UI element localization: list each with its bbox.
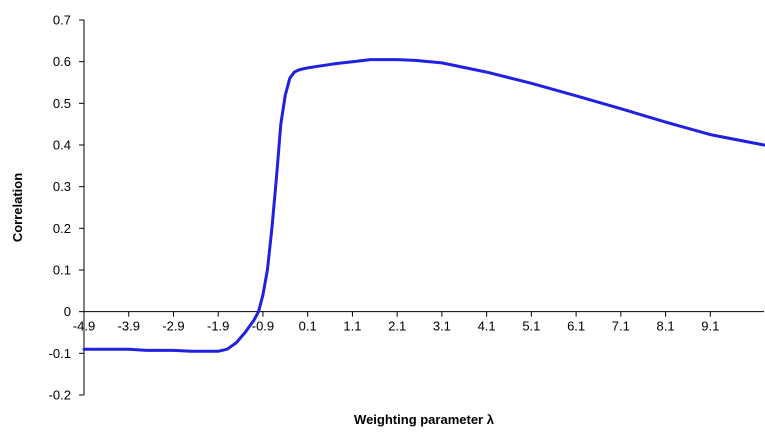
x-tick-label: 5.1	[522, 319, 540, 334]
x-axis-title: Weighting parameter λ	[354, 412, 495, 427]
y-tick-label: 0	[64, 304, 71, 319]
y-axis-ticks: -0.2 -0.1 0 0.1 0.2 0.3 0.4 0.5 0.6 0.7	[49, 13, 84, 403]
series-line	[82, 58, 765, 353]
x-tick-label: -4.9	[73, 319, 95, 334]
y-tick-label: 0.3	[53, 179, 71, 194]
x-tick-label: 4.1	[478, 319, 496, 334]
x-tick-label: 3.1	[433, 319, 451, 334]
x-tick-label: -2.9	[162, 319, 184, 334]
y-tick-label: -0.1	[49, 346, 71, 361]
y-tick-label: 0.7	[53, 13, 71, 28]
y-axis-title: Correlation	[10, 173, 25, 242]
y-tick-label: -0.2	[49, 388, 71, 403]
x-axis-ticks: -4.9 -3.9 -2.9 -1.9 -0.9 0.1 1.1 2.1 3.1 4.1 5.1 6.…	[73, 311, 719, 334]
y-tick-label: 0.6	[53, 54, 71, 69]
y-tick-label: 0.5	[53, 96, 71, 111]
y-tick-label: 0.1	[53, 263, 71, 278]
y-tick-label: 0.4	[53, 138, 71, 153]
chart-axes	[83, 20, 764, 395]
x-tick-label: -1.9	[207, 319, 229, 334]
x-tick-label: 2.1	[388, 319, 406, 334]
x-tick-label: 8.1	[657, 319, 675, 334]
chart-series	[82, 58, 765, 353]
x-tick-label: -0.9	[252, 319, 274, 334]
x-tick-label: 6.1	[567, 319, 585, 334]
x-tick-label: 0.1	[299, 319, 317, 334]
x-tick-label: 7.1	[612, 319, 630, 334]
x-tick-label: 1.1	[343, 319, 361, 334]
x-tick-label: -3.9	[118, 319, 140, 334]
y-tick-label: 0.2	[53, 221, 71, 236]
x-tick-label: 9.1	[701, 319, 719, 334]
